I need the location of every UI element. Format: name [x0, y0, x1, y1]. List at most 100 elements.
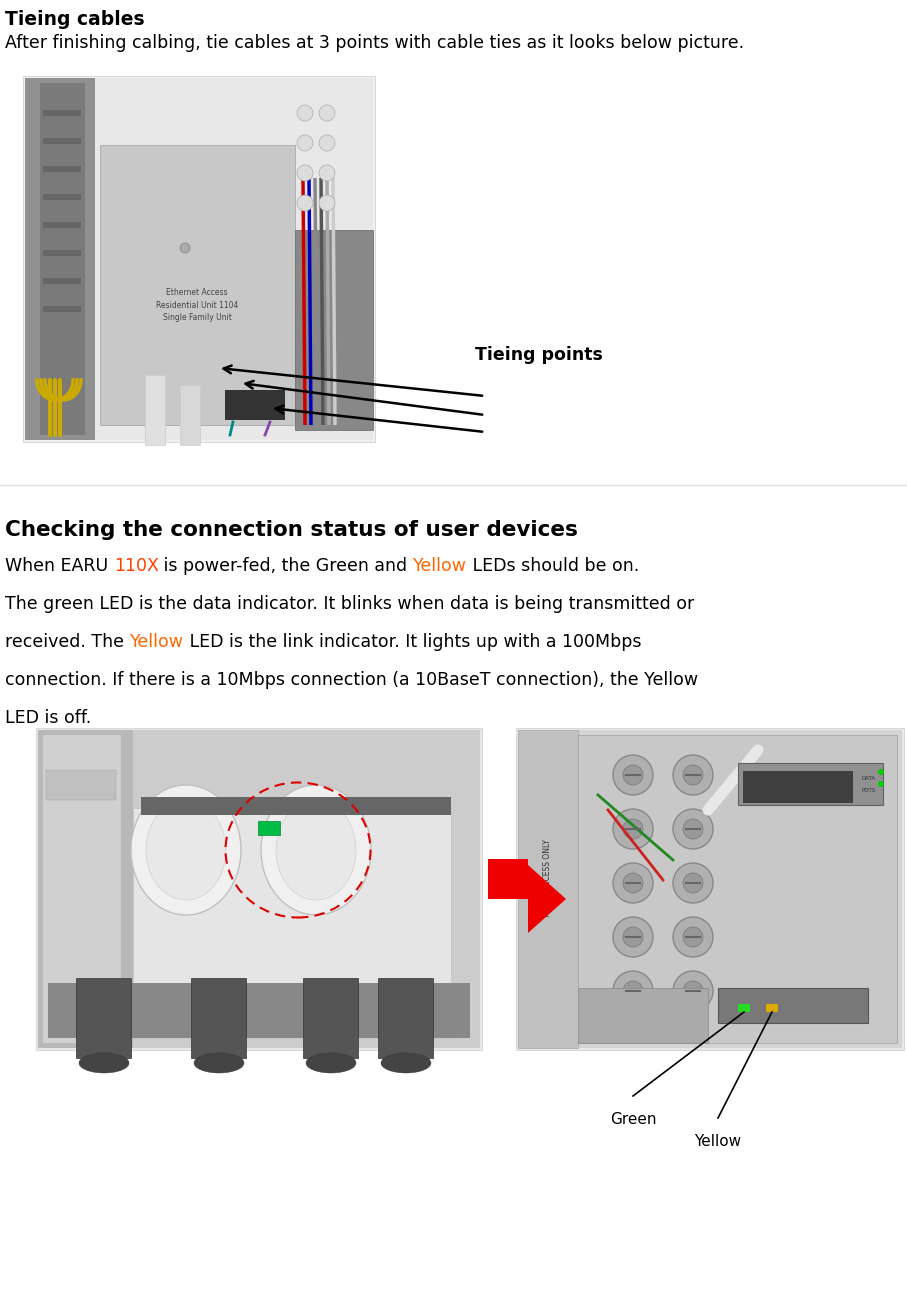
Circle shape — [673, 971, 713, 1011]
Text: DATA: DATA — [862, 776, 876, 781]
Bar — [43, 278, 81, 284]
Circle shape — [319, 195, 335, 212]
Text: received. The: received. The — [5, 633, 130, 652]
Text: Green: Green — [610, 1112, 657, 1127]
Text: TELCO ACCESS ONLY: TELCO ACCESS ONLY — [543, 840, 552, 919]
Text: Ethernet Access
Residential Unit 1104
Single Family Unit: Ethernet Access Residential Unit 1104 Si… — [156, 288, 239, 322]
Ellipse shape — [194, 1053, 244, 1073]
Text: POTS: POTS — [862, 788, 876, 793]
Bar — [43, 222, 81, 228]
Circle shape — [613, 755, 653, 794]
Circle shape — [613, 971, 653, 1011]
Bar — [25, 78, 373, 440]
Bar — [225, 389, 285, 421]
Circle shape — [319, 135, 335, 151]
Bar — [43, 735, 121, 1044]
Bar — [25, 78, 95, 440]
Circle shape — [878, 781, 884, 787]
Bar — [378, 977, 433, 1058]
Bar — [578, 735, 897, 1044]
Circle shape — [623, 874, 643, 893]
Ellipse shape — [276, 800, 356, 900]
Bar — [738, 1003, 750, 1012]
Circle shape — [878, 768, 884, 775]
Circle shape — [297, 105, 313, 121]
Text: connection. If there is a 10Mbps connection (a 10BaseT connection), the Yellow: connection. If there is a 10Mbps connect… — [5, 671, 698, 689]
Bar — [133, 807, 451, 1038]
Circle shape — [623, 765, 643, 785]
Bar — [516, 728, 904, 1050]
Bar — [100, 145, 295, 424]
Circle shape — [683, 981, 703, 1001]
Text: The green LED is the data indicator. It blinks when data is being transmitted or: The green LED is the data indicator. It … — [5, 594, 694, 613]
Bar — [43, 251, 81, 256]
Bar — [766, 1003, 778, 1012]
Text: Checking the connection status of user devices: Checking the connection status of user d… — [5, 520, 578, 540]
Bar — [43, 193, 81, 200]
Text: LED is the link indicator. It lights up with a 100Mbps: LED is the link indicator. It lights up … — [183, 633, 641, 652]
Bar — [258, 822, 280, 835]
Bar — [145, 375, 165, 445]
Circle shape — [683, 819, 703, 839]
Bar — [518, 729, 902, 1047]
Bar — [40, 83, 85, 435]
Text: Tieing points: Tieing points — [475, 347, 603, 363]
Text: Yellow: Yellow — [413, 557, 467, 575]
Ellipse shape — [381, 1053, 431, 1073]
Circle shape — [683, 874, 703, 893]
Circle shape — [297, 135, 313, 151]
Bar — [38, 729, 480, 1047]
Text: Tieing cables: Tieing cables — [5, 10, 144, 29]
Circle shape — [319, 105, 335, 121]
Bar — [46, 770, 116, 800]
Text: Yellow: Yellow — [130, 633, 183, 652]
Circle shape — [623, 819, 643, 839]
Bar — [38, 729, 133, 1047]
Circle shape — [319, 165, 335, 180]
Bar — [43, 166, 81, 173]
Ellipse shape — [131, 785, 241, 915]
Circle shape — [673, 863, 713, 903]
Ellipse shape — [79, 1053, 129, 1073]
Circle shape — [673, 916, 713, 957]
Bar — [578, 988, 708, 1044]
Bar — [743, 771, 853, 803]
Text: Yellow: Yellow — [695, 1134, 742, 1149]
Bar — [141, 797, 451, 815]
Text: LED is off.: LED is off. — [5, 709, 92, 727]
Text: After finishing calbing, tie cables at 3 points with cable ties as it looks belo: After finishing calbing, tie cables at 3… — [5, 34, 744, 52]
Bar — [303, 977, 358, 1058]
Bar — [23, 77, 375, 443]
Bar — [295, 230, 373, 430]
Circle shape — [623, 927, 643, 948]
Bar — [36, 728, 482, 1050]
Text: is power-fed, the Green and: is power-fed, the Green and — [159, 557, 413, 575]
Text: 110X: 110X — [113, 557, 159, 575]
Circle shape — [613, 916, 653, 957]
Circle shape — [673, 755, 713, 794]
Bar — [43, 138, 81, 144]
Polygon shape — [528, 864, 566, 933]
Bar — [518, 729, 578, 1047]
Ellipse shape — [146, 800, 226, 900]
Bar — [738, 763, 883, 805]
Circle shape — [623, 981, 643, 1001]
Bar — [43, 306, 81, 312]
Circle shape — [613, 809, 653, 849]
Circle shape — [297, 195, 313, 212]
Bar — [43, 110, 81, 116]
Circle shape — [613, 863, 653, 903]
Text: When EARU: When EARU — [5, 557, 113, 575]
Circle shape — [180, 243, 190, 253]
Bar — [180, 386, 200, 445]
Circle shape — [683, 765, 703, 785]
Ellipse shape — [306, 1053, 356, 1073]
Ellipse shape — [261, 785, 371, 915]
Bar — [191, 977, 246, 1058]
Circle shape — [297, 165, 313, 180]
Bar — [48, 983, 470, 1038]
Circle shape — [683, 927, 703, 948]
Text: LEDs should be on.: LEDs should be on. — [467, 557, 639, 575]
Bar — [718, 988, 868, 1023]
Circle shape — [673, 809, 713, 849]
